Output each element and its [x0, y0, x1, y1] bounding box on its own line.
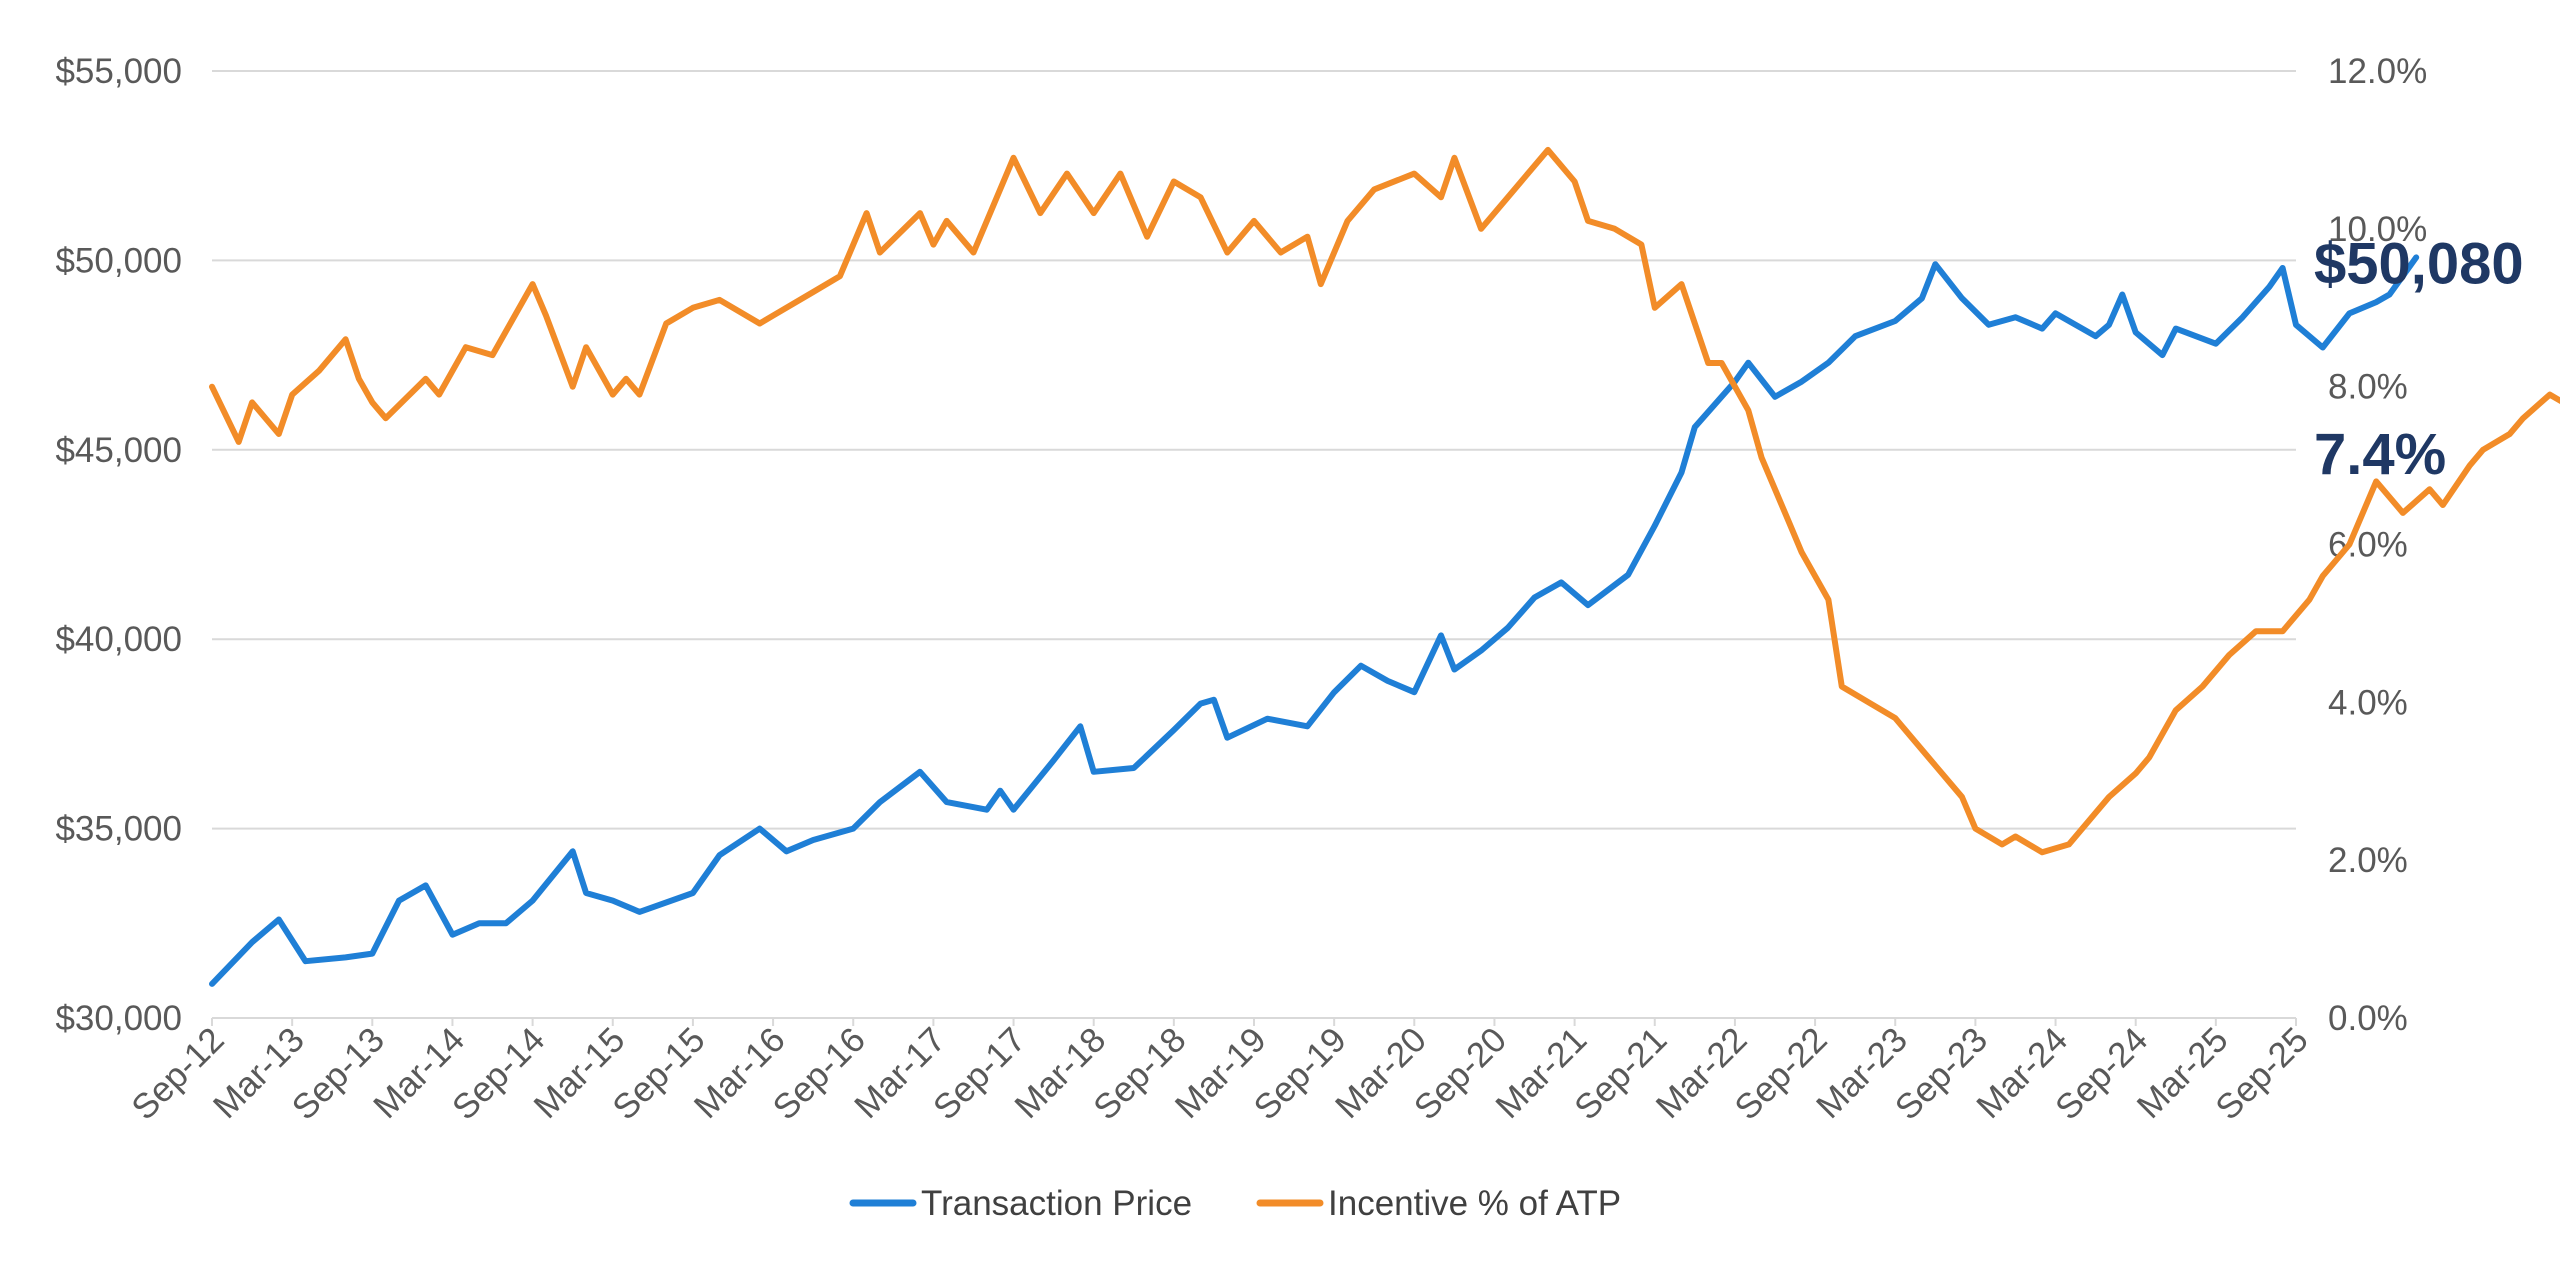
right-axis-tick-labels: 0.0%2.0%4.0%6.0%8.0%10.0%12.0%: [2328, 52, 2427, 1038]
legend-label: Incentive % of ATP: [1328, 1184, 1621, 1223]
legend: Transaction Price Incentive % of ATP: [849, 1184, 1621, 1223]
left-axis-tick-label: $35,000: [55, 810, 182, 849]
x-axis-tick-label: Sep-24: [2048, 1020, 2155, 1127]
left-axis-tick-label: $55,000: [55, 52, 182, 91]
series-line-2: [209, 146, 2560, 856]
gridlines: [212, 70, 2296, 1019]
right-axis-tick-label: 12.0%: [2328, 52, 2427, 91]
right-axis-tick-label: 2.0%: [2328, 841, 2408, 880]
x-axis-tick-label: Sep-17: [926, 1020, 1033, 1127]
x-axis-tick-label: Sep-18: [1086, 1020, 1193, 1127]
x-axis-tick-label: Sep-25: [2208, 1020, 2315, 1127]
x-axis-tick-label: Sep-13: [285, 1020, 392, 1127]
transaction-price-callout: $50,080: [2314, 231, 2524, 296]
left-axis-tick-label: $30,000: [55, 999, 182, 1038]
left-axis-tick-label: $45,000: [55, 431, 182, 470]
right-axis-tick-label: 8.0%: [2328, 368, 2408, 407]
incentive-callout: 7.4%: [2314, 422, 2446, 487]
left-axis-tick-label: $50,000: [55, 241, 182, 280]
x-axis-tick-label: Sep-19: [1246, 1020, 1353, 1127]
series-lines: [209, 146, 2560, 987]
callouts: $50,080 7.4%: [2314, 231, 2524, 487]
x-axis-tick-label: Sep-21: [1567, 1020, 1674, 1127]
series-line-1: [209, 254, 2420, 987]
x-axis-tick-labels: Sep-12Mar-13Sep-13Mar-14Sep-14Mar-15Sep-…: [124, 1018, 2316, 1127]
right-axis-tick-label: 4.0%: [2328, 683, 2408, 722]
x-axis-tick-label: Sep-20: [1407, 1020, 1514, 1127]
x-axis-tick-label: Sep-15: [605, 1020, 712, 1127]
right-axis-tick-label: 10.0%: [2328, 210, 2427, 249]
right-axis-tick-label: 0.0%: [2328, 999, 2408, 1038]
x-axis-tick-label: Sep-22: [1727, 1020, 1834, 1127]
left-axis-tick-label: $40,000: [55, 620, 182, 659]
x-axis-tick-label: Sep-14: [445, 1020, 552, 1127]
legend-label: Transaction Price: [921, 1184, 1192, 1223]
x-axis-tick-label: Sep-16: [765, 1020, 872, 1127]
left-axis-tick-labels: $30,000 $35,000 $40,000 $45,000 $50,000 $55,0…: [55, 52, 182, 1038]
x-axis-tick-label: Sep-23: [1888, 1020, 1995, 1127]
